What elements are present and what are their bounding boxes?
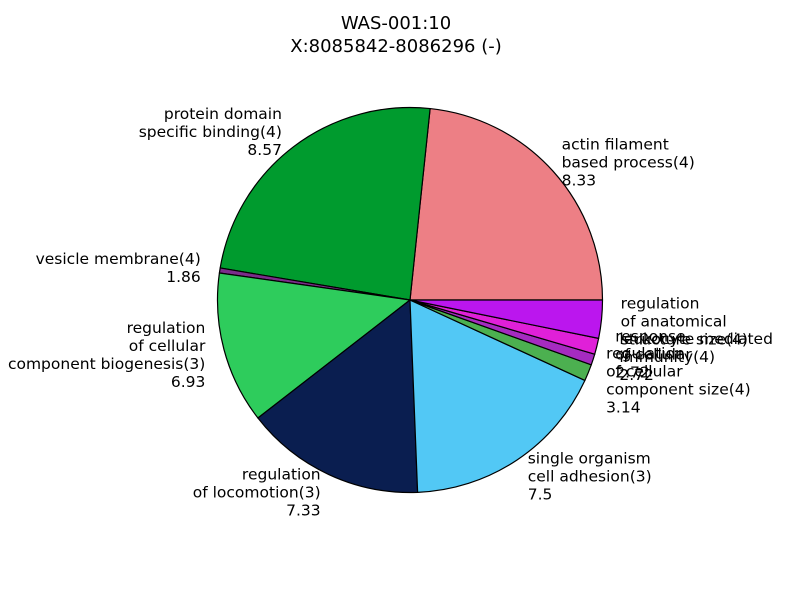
slice-label-0-line-1: based process(4) xyxy=(562,154,695,172)
chart-title-line-2: X:8085842-8086296 (-) xyxy=(290,36,501,57)
slice-label-6-line-1: of cellular xyxy=(606,362,683,380)
slice-label-6-line-0: regulation xyxy=(606,344,685,362)
slice-label-5-line-2: 7.5 xyxy=(528,485,553,503)
slice-label-9-line-0: regulation xyxy=(621,295,700,313)
slice-label-8-line-2: 2.72 xyxy=(619,366,654,384)
slice-label-5: single organism cell adhesion(3) 7.5 xyxy=(528,449,652,503)
slice-label-6-line-2: component size(4) xyxy=(606,380,751,398)
pie-slices xyxy=(216,106,604,494)
pie-slice-1 xyxy=(219,106,431,301)
slice-label-3: regulation of cellular component biogenesi… xyxy=(8,319,206,391)
slice-label-9-line-2: structure size(4) xyxy=(621,331,748,349)
slice-label-0-line-2: 8.33 xyxy=(562,172,597,190)
slice-label-8-line-0: leukocyte mediated xyxy=(619,330,773,348)
pie-slice-3 xyxy=(216,272,411,419)
pie-slice-4 xyxy=(257,299,419,494)
slice-label-5-line-0: single organism xyxy=(528,449,651,467)
pie-slice-5 xyxy=(409,299,586,493)
pie-slice-9 xyxy=(409,299,604,339)
slice-label-8: leukocyte mediated immunity(4) 2.72 xyxy=(619,330,773,384)
slice-label-1-line-0: protein domain xyxy=(164,105,282,123)
slice-labels: actin filament based process(4) 8.33 protei… xyxy=(8,105,773,520)
slice-label-2-line-1: 1.86 xyxy=(166,268,201,286)
slice-label-4-line-0: regulation xyxy=(242,465,321,483)
slice-label-7-line-0: response xyxy=(615,327,685,345)
slice-label-7-line-2: 2.72 xyxy=(615,363,650,381)
slice-label-6-line-3: 3.14 xyxy=(606,398,641,416)
slice-label-9: regulation of anatomical structure size(4) xyxy=(621,295,748,349)
slice-label-9-line-1: of anatomical xyxy=(621,313,727,331)
chart-title-line-1: WAS-001:10 xyxy=(341,13,451,34)
slice-label-4-line-1: of locomotion(3) xyxy=(193,483,321,501)
slice-label-7: response of cellular 2.72 xyxy=(615,327,692,381)
slice-label-1: protein domain specific binding(4) 8.57 xyxy=(139,105,282,159)
slice-label-3-line-0: regulation xyxy=(127,319,206,337)
slice-label-4: regulation of locomotion(3) 7.33 xyxy=(193,465,321,519)
pie-slice-0 xyxy=(409,107,604,301)
slice-label-0: actin filament based process(4) 8.33 xyxy=(562,136,695,190)
slice-label-1-line-2: 8.57 xyxy=(247,141,282,159)
slice-label-7-line-1: of cellular xyxy=(615,345,692,363)
slice-label-5-line-1: cell adhesion(3) xyxy=(528,467,652,485)
slice-label-4-line-2: 7.33 xyxy=(286,501,321,519)
slice-label-3-line-2: component biogenesis(3) xyxy=(8,355,205,373)
slice-label-1-line-1: specific binding(4) xyxy=(139,123,282,141)
slice-label-3-line-3: 6.93 xyxy=(171,373,206,391)
slice-label-3-line-1: of cellular xyxy=(129,337,206,355)
slice-label-0-line-0: actin filament xyxy=(562,136,669,154)
slice-label-8-line-1: immunity(4) xyxy=(619,348,715,366)
slice-label-2: vesicle membrane(4) 1.86 xyxy=(36,250,201,286)
slice-label-2-line-0: vesicle membrane(4) xyxy=(36,250,201,268)
slice-label-6: regulation of cellular component size(4) 3.… xyxy=(606,344,751,416)
